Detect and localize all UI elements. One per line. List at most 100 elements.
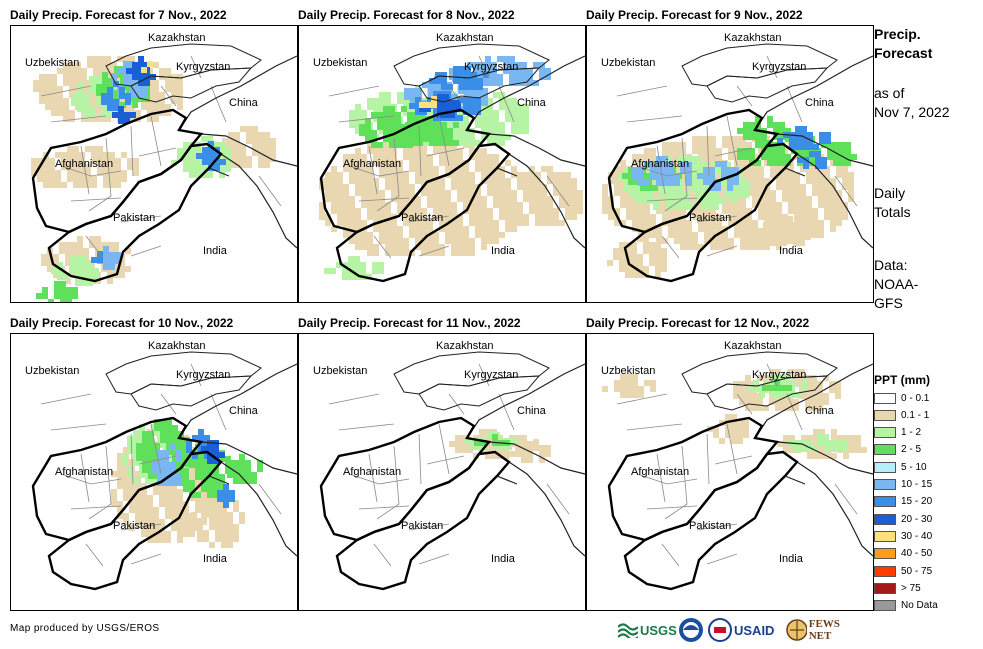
precip-cell [775, 369, 781, 375]
precip-cell [325, 214, 331, 220]
precip-cell [752, 226, 758, 232]
precip-cell [403, 110, 409, 116]
precip-cell [517, 178, 523, 184]
precip-cell [763, 405, 769, 411]
precip-cell [233, 500, 239, 506]
precip-cell [643, 266, 649, 272]
precip-cell [443, 100, 449, 106]
precip-cell [819, 447, 825, 453]
country-label-pakistan: Pakistan [401, 520, 443, 532]
precip-cell [457, 115, 463, 121]
precip-cell [451, 134, 457, 140]
precip-cell [807, 132, 813, 138]
precip-cell [475, 202, 481, 208]
precip-cell [493, 116, 499, 122]
precip-cell [47, 254, 53, 260]
legend-label: 1 - 2 [901, 427, 922, 439]
precip-cell [252, 138, 258, 144]
precip-cell [835, 381, 841, 387]
precip-cell [768, 385, 774, 391]
precip-cell [539, 445, 545, 451]
precip-cell [743, 148, 749, 154]
precip-cell [475, 154, 481, 160]
precip-cell [138, 96, 144, 102]
precip-cell [824, 208, 830, 214]
precip-cell [803, 148, 809, 154]
precip-cell [69, 74, 75, 80]
precip-cell [245, 466, 251, 472]
precip-cell [465, 72, 471, 78]
precip-cell [638, 168, 644, 174]
precip-cell [650, 380, 656, 386]
precip-cell [117, 501, 123, 507]
precip-cell [463, 178, 469, 184]
precip-cell [625, 266, 631, 272]
precip-cell [716, 214, 722, 220]
precip-cell [409, 166, 415, 172]
precip-cell [656, 168, 662, 174]
precip-cell [195, 462, 201, 468]
precip-cell [355, 122, 361, 128]
precip-cell [763, 228, 769, 234]
precip-cell [233, 472, 239, 478]
precip-cell [487, 208, 493, 214]
precip-cell [801, 386, 807, 392]
country-border [706, 375, 829, 411]
precip-cell [435, 78, 441, 84]
precip-cell [649, 254, 655, 260]
precip-cell [160, 437, 166, 443]
precip-cell [183, 486, 189, 492]
precip-cell [650, 162, 656, 168]
precip-cell [674, 226, 680, 232]
precip-cell [159, 104, 165, 110]
map-frame: Kazakhstan Uzbekistan Kyrgyzstan China Afgha… [586, 25, 874, 303]
precip-cell [209, 506, 215, 512]
precip-cell [644, 154, 650, 160]
precip-cell [845, 154, 851, 160]
precip-cell [812, 226, 818, 232]
precip-cell [416, 88, 422, 94]
precip-cell [403, 178, 409, 184]
precip-cell [42, 287, 48, 293]
precip-cell [121, 152, 127, 158]
country-label-india: India [779, 553, 804, 565]
precip-cell [463, 122, 469, 128]
precip-cell [117, 453, 123, 459]
precip-cell [153, 116, 159, 122]
precip-cell [709, 179, 715, 185]
precip-cell [409, 154, 415, 160]
precip-cell [547, 202, 553, 208]
precip-cell [692, 244, 698, 250]
precip-cell [728, 238, 734, 244]
precip-cell [354, 262, 360, 268]
precip-cell [183, 480, 189, 486]
precip-cell [445, 232, 451, 238]
precip-cell [753, 386, 759, 392]
precip-cell [692, 142, 698, 148]
precip-cell [85, 146, 91, 152]
precip-cell [529, 208, 535, 214]
precip-cell [136, 455, 142, 461]
precip-cell [644, 162, 650, 168]
precip-cell [367, 244, 373, 250]
precip-cell [523, 214, 529, 220]
precip-cell [135, 85, 141, 91]
precip-cell [451, 160, 457, 166]
precip-cell [835, 393, 841, 399]
precip-cell [219, 452, 225, 458]
precip-cell [710, 208, 716, 214]
country-label-india: India [203, 553, 228, 565]
precip-cell [401, 106, 407, 112]
precip-cell [728, 136, 734, 142]
precip-cell [45, 86, 51, 92]
precip-cell [743, 426, 749, 432]
precip-cell [746, 238, 752, 244]
precip-cell [379, 104, 385, 110]
precip-cell [759, 392, 765, 398]
precip-cell [130, 112, 136, 118]
precip-cell [728, 202, 734, 208]
precip-cell [487, 178, 493, 184]
precip-cell [499, 98, 505, 104]
precip-cell [410, 94, 416, 100]
precip-cell [107, 112, 113, 118]
